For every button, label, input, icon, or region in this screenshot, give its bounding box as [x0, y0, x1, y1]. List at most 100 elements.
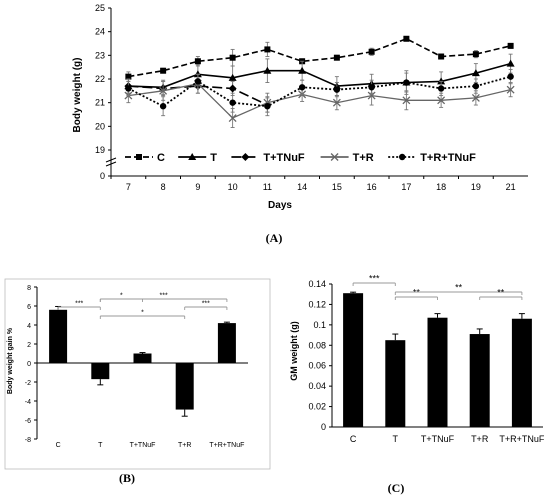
data-point [332, 98, 341, 107]
y-tick-label: 0.14 [308, 279, 326, 289]
significance-label: *** [369, 274, 380, 284]
y-tick-label: 25 [95, 3, 105, 13]
y-tick-label: 0.12 [308, 299, 326, 309]
y-tick-label: 2 [27, 342, 31, 349]
data-point [264, 46, 271, 53]
x-tick-label: 16 [367, 182, 377, 192]
significance-bracket: ** [394, 283, 523, 295]
y-tick-label: 20 [95, 121, 105, 131]
significance-bracket: * [99, 293, 143, 302]
data-point [159, 86, 168, 95]
data-point [228, 73, 237, 81]
legend-marker [188, 153, 197, 160]
y-tick-label: 21 [95, 98, 105, 108]
bar-T [385, 340, 406, 427]
x-tick-label: T [393, 434, 399, 444]
y-tick-label: 0 [100, 171, 105, 181]
data-point [333, 86, 341, 93]
x-tick-label: 14 [297, 182, 307, 192]
data-point [229, 99, 236, 106]
y-tick-label: -8 [25, 437, 31, 444]
significance-label: ** [497, 288, 505, 298]
y-tick-label: 0.04 [308, 381, 326, 391]
y-tick-label: 0.06 [308, 361, 326, 371]
y-axis-label: GM weight (g) [289, 321, 299, 381]
x-tick-label: 18 [436, 182, 446, 192]
y-tick-label: 0 [321, 422, 326, 432]
data-point [507, 73, 514, 80]
series-line [127, 75, 511, 108]
x-tick-label: 9 [195, 182, 200, 192]
x-tick-label: 11 [263, 182, 272, 192]
data-point [507, 42, 514, 49]
y-tick-label: 8 [27, 285, 31, 292]
significance-label: * [120, 293, 123, 300]
x-tick-label: T+R+TNuF [499, 434, 545, 444]
data-point [125, 85, 132, 92]
legend-item: T+R+TNuF [388, 152, 476, 164]
bar-T+TNuF [427, 317, 448, 427]
y-tick-label: 0.1 [313, 320, 326, 330]
series-C [125, 35, 514, 82]
y-tick-label: -2 [25, 380, 31, 387]
y-tick-label: 0 [27, 361, 31, 368]
x-tick-label: T [98, 442, 103, 449]
x-tick-label: 17 [401, 182, 411, 192]
data-point [193, 70, 202, 78]
y-tick-label: 6 [27, 304, 31, 311]
data-point [471, 69, 480, 77]
data-point [438, 53, 445, 60]
x-tick-label: 15 [332, 182, 342, 192]
data-point [159, 103, 167, 110]
series-T [124, 53, 515, 97]
data-point [228, 84, 237, 93]
data-point [437, 85, 445, 92]
significance-bracket: ** [479, 288, 523, 300]
y-tick-label: 0.02 [308, 402, 326, 412]
data-point [263, 66, 272, 74]
series-line [128, 82, 511, 119]
data-point [506, 59, 515, 67]
x-tick-label: 21 [506, 182, 516, 192]
data-point [437, 77, 446, 85]
x-tick-label: C [56, 442, 61, 449]
bar-T+TNuF [133, 353, 152, 363]
panel-label-a: (A) [266, 231, 283, 245]
legend-marker [136, 154, 142, 160]
x-tick-label: T+R [471, 434, 489, 444]
significance-label: ** [455, 283, 463, 293]
series-T+R+TNuF [125, 69, 514, 117]
panel-label-c: (C) [388, 481, 405, 495]
x-tick-label: T+TNuF [421, 434, 455, 444]
x-tick-label: T+TNuF [130, 442, 156, 449]
series-line [128, 62, 511, 89]
panel-label-b: (B) [119, 471, 135, 485]
significance-bracket: * [99, 310, 186, 319]
y-tick-label: -6 [25, 418, 31, 425]
bar-T [91, 363, 110, 380]
data-point [471, 93, 480, 102]
series-T+R [124, 73, 515, 128]
y-tick-label: -4 [25, 399, 31, 406]
data-point [264, 103, 271, 110]
data-point [333, 54, 340, 61]
bar-T+R [175, 363, 194, 410]
series-line [128, 85, 268, 106]
legend-label: T+TNuF [263, 152, 305, 164]
data-point [194, 78, 202, 85]
x-tick-label: 8 [161, 182, 166, 192]
x-tick-label: T+R [178, 442, 191, 449]
y-tick-label: 19 [95, 145, 105, 155]
data-point [472, 82, 480, 90]
y-axis-label: Body weight gain % [7, 327, 14, 394]
plot-frame [4, 278, 271, 470]
data-point [125, 73, 132, 80]
data-point [298, 66, 307, 74]
significance-label: *** [202, 301, 210, 308]
legend-item: C [125, 152, 165, 164]
significance-bracket: *** [99, 293, 228, 302]
bar-T+R+TNuF [217, 323, 236, 363]
gm-weight-bar-chart: GM weight (g) (C) 0 0.02 0.04 0.06 0.08 0.1 0.… [289, 274, 545, 496]
data-point [368, 48, 375, 55]
x-tick-label: 10 [228, 182, 238, 192]
